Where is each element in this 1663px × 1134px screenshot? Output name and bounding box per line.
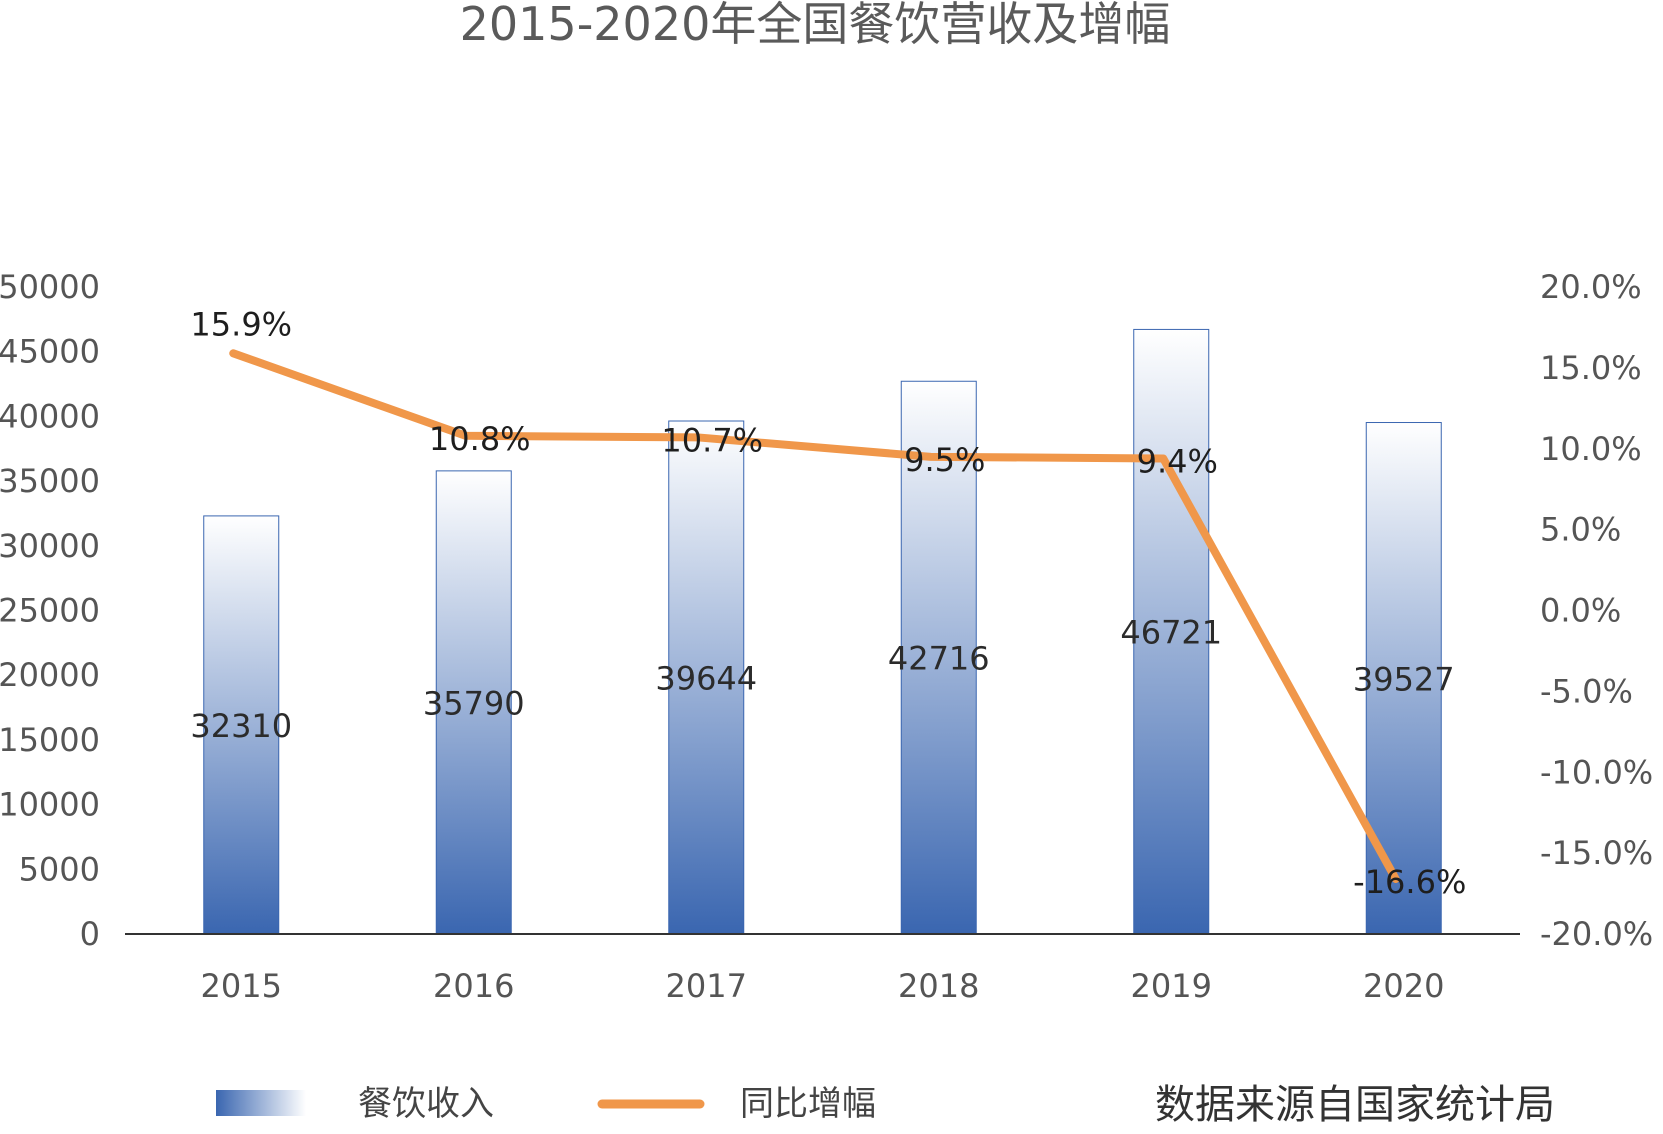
y-right-tick-label: 20.0% — [1540, 268, 1642, 306]
x-axis: 2015 2016 2017 2018 2019 2020 — [201, 967, 1445, 1005]
y-left-tick-label: 45000 — [0, 333, 100, 371]
y-right-tick-label: -20.0% — [1540, 915, 1653, 953]
legend-label-line: 同比增幅 — [740, 1084, 876, 1124]
bar — [203, 515, 280, 935]
y-right-tick-label: 15.0% — [1540, 349, 1642, 387]
bar — [900, 380, 977, 935]
y-left-tick-label: 15000 — [0, 721, 100, 759]
line-data-label: 9.4% — [1137, 442, 1218, 480]
line-series — [229, 349, 1400, 884]
chart-title: 2015-2020年全国餐饮营收及增幅 — [460, 0, 1171, 51]
x-tick-label: 2015 — [201, 967, 282, 1005]
y-left-tick-label: 10000 — [0, 786, 100, 824]
y-right-tick-label: -5.0% — [1540, 672, 1633, 710]
y-left-tick-label: 50000 — [0, 268, 100, 306]
y-left-tick-label: 25000 — [0, 592, 100, 630]
y-left-tick-label: 35000 — [0, 462, 100, 500]
growth-line — [229, 349, 1400, 884]
line-data-labels: 15.9% 10.8% 10.7% 9.5% 9.4% -16.6% — [190, 305, 1466, 901]
x-tick-label: 2020 — [1363, 967, 1444, 1005]
bar-data-label: 39527 — [1353, 660, 1455, 698]
bar-data-labels: 32310 35790 39644 42716 46721 39527 — [190, 614, 1454, 745]
line-data-label: 15.9% — [190, 305, 292, 343]
legend-label-bar: 餐饮收入 — [358, 1084, 494, 1124]
y-right-tick-label: -15.0% — [1540, 834, 1653, 872]
y-left-tick-label: 0 — [80, 915, 100, 953]
bar-data-label: 42716 — [888, 640, 990, 678]
y-left-tick-label: 40000 — [0, 397, 100, 435]
bar — [1133, 328, 1210, 935]
bar-series — [203, 328, 1442, 935]
x-tick-label: 2016 — [433, 967, 514, 1005]
y-right-tick-label: 0.0% — [1540, 592, 1621, 630]
x-tick-label: 2018 — [898, 967, 979, 1005]
bar-data-label: 32310 — [190, 707, 292, 745]
line-data-label: -16.6% — [1353, 863, 1466, 901]
x-tick-label: 2017 — [666, 967, 747, 1005]
line-data-label: 9.5% — [904, 441, 985, 479]
y-left-tick-label: 5000 — [19, 850, 100, 888]
y-left-tick-label: 20000 — [0, 656, 100, 694]
bar — [668, 420, 745, 935]
line-data-label: 10.7% — [661, 421, 763, 459]
y-right-tick-label: 10.0% — [1540, 430, 1642, 468]
bar-data-label: 39644 — [655, 660, 757, 698]
right-axis: -20.0% -15.0% -10.0% -5.0% 0.0% 5.0% 10.0% 15.0… — [1540, 268, 1653, 953]
left-axis: 0 5000 10000 15000 20000 25000 30000 35000 40000… — [0, 268, 100, 953]
legend: 餐饮收入 同比增幅 — [216, 1084, 876, 1124]
line-data-label: 10.8% — [429, 420, 531, 458]
bar — [435, 470, 512, 935]
x-tick-label: 2019 — [1131, 967, 1212, 1005]
bar-data-label: 46721 — [1120, 614, 1222, 652]
y-left-tick-label: 30000 — [0, 527, 100, 565]
y-right-tick-label: -10.0% — [1540, 753, 1653, 791]
legend-swatch-bar — [216, 1090, 306, 1116]
y-right-tick-label: 5.0% — [1540, 511, 1621, 549]
source-note: 数据来源自国家统计局 — [1155, 1082, 1555, 1128]
bar-data-label: 35790 — [423, 684, 525, 722]
